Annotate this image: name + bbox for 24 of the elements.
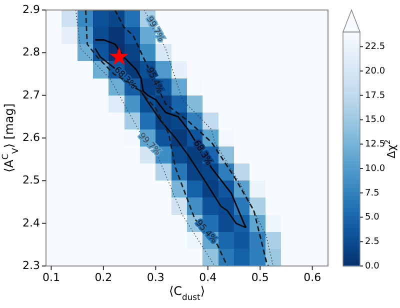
y-tick-label: 2.6 [22,131,40,144]
y-tick-label: 2.7 [22,88,40,102]
y-tick-label: 2.4 [22,216,40,230]
color-bar-label: 0.0 [365,261,380,272]
x-tick-label: 0.3 [146,271,164,284]
color-bar-label: 12.5 [365,140,386,150]
color-bar-label: 7.5 [365,188,380,198]
x-tick-label: 0.6 [304,271,322,284]
y-tick-label: 2.3 [22,259,40,272]
color-bar-label: 22.5 [365,42,386,52]
color-bar-label: 17.5 [365,90,386,101]
color-bar-label: 20.0 [365,66,386,76]
y-tick-label: 2.9 [22,3,40,16]
x-tick-label: 0.2 [94,271,112,284]
color-bar-label: 15.0 [365,115,386,126]
y-tick-label: 2.5 [22,174,40,187]
y-tick-label: 2.8 [22,46,40,59]
x-tick-label: 0.5 [251,271,269,284]
color-bar-label: 10.0 [365,164,386,174]
x-tick-label: 0.4 [199,271,217,284]
color-bar-label: 5.0 [365,212,380,223]
color-bar-label: 2.5 [365,237,380,248]
x-axis-title: ⟨C$_{dust}$⟩ [168,284,206,302]
x-tick-label: 0.1 [42,271,60,284]
